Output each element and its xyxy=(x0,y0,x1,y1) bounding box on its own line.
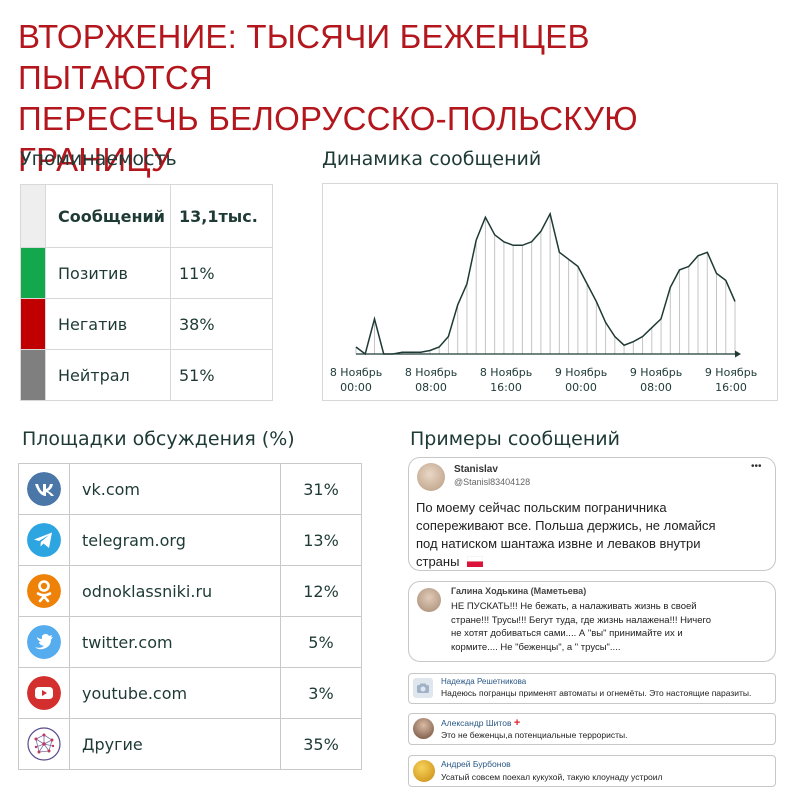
red-cross-icon: + xyxy=(513,717,521,729)
platform-percent: 12% xyxy=(280,565,362,617)
youtube-icon xyxy=(27,676,61,710)
x-tick-label: 9 Ноябрь 16:00 xyxy=(704,366,758,394)
avatar xyxy=(417,588,441,612)
examples-heading: Примеры сообщений xyxy=(410,428,620,450)
tweet-author: Stanislav xyxy=(454,464,498,475)
negative-swatch xyxy=(20,298,46,350)
title-line-2: ПЕРЕСЕЧЬ БЕЛОРУССКО-ПОЛЬСКУЮ ГРАНИЦУ xyxy=(18,100,638,178)
tweet-line: По моему сейчас польским пограничника xyxy=(416,500,667,515)
platform-name: odnoklassniki.ru xyxy=(69,565,281,617)
comment-line: НЕ ПУСКАТЬ!!! Не бежать, а налаживать жи… xyxy=(451,601,697,612)
neutral-value: 51% xyxy=(170,349,273,401)
platform-name: twitter.com xyxy=(69,616,281,668)
neutral-swatch xyxy=(20,349,46,401)
comment-line: кормите.... Не "беженцы", а " трусы".... xyxy=(451,641,621,653)
odnoklassniki-icon xyxy=(27,574,61,608)
more-icon[interactable]: ••• xyxy=(751,461,762,472)
tweet-line: страны xyxy=(416,553,771,571)
page-title: ВТОРЖЕНИЕ: ТЫСЯЧИ БЕЖЕНЦЕВ ПЫТАЮТСЯ ПЕРЕ… xyxy=(18,16,778,180)
x-tick-label: 9 Ноябрь 00:00 xyxy=(554,366,608,394)
negative-value: 38% xyxy=(170,298,273,350)
mentions-table: Сообщений 13,1тыс. Позитив 11% Негатив 3… xyxy=(20,184,273,401)
tweet-text: По моему сейчас польским пограничника со… xyxy=(416,499,771,571)
platform-percent: 35% xyxy=(280,718,362,770)
x-tick-label: 8 Ноябрь 00:00 xyxy=(329,366,383,394)
platform-row-other: Другие 35% xyxy=(18,718,362,770)
header-swatch xyxy=(20,184,46,248)
comment-card[interactable]: Галина Ходькина (Маметьева) НЕ ПУСКАТЬ!!… xyxy=(408,581,776,662)
title-line-1: ВТОРЖЕНИЕ: ТЫСЯЧИ БЕЖЕНЦЕВ ПЫТАЮТСЯ xyxy=(18,18,590,96)
platform-row-telegram: telegram.org 13% xyxy=(18,514,362,566)
platform-percent: 5% xyxy=(280,616,362,668)
comment-card[interactable]: Надежда Решетникова Надеюсь погранцы при… xyxy=(408,673,776,704)
comment-author: Галина Ходькина (Маметьева) xyxy=(451,586,587,596)
chart-frame xyxy=(322,183,778,401)
poland-flag-icon xyxy=(466,555,484,567)
vk-icon xyxy=(27,472,61,506)
tweet-line: сопереживают все. Польша держись, не лом… xyxy=(416,518,716,533)
comment-text: Усатый совсем поехал кукухой, такую клоу… xyxy=(441,772,663,782)
mentions-row-negative: Негатив 38% xyxy=(20,298,273,350)
messages-value: 13,1тыс. xyxy=(170,184,273,248)
avatar xyxy=(413,718,434,739)
comment-author: Андрей Бурбонов xyxy=(441,759,511,769)
platform-name: telegram.org xyxy=(69,514,281,566)
tweet-card[interactable]: Stanislav @Stanisl83404128 ••• По моему … xyxy=(408,457,776,571)
comment-card[interactable]: Андрей Бурбонов Усатый совсем поехал кук… xyxy=(408,755,776,787)
platform-name: youtube.com xyxy=(69,667,281,719)
positive-value: 11% xyxy=(170,247,273,299)
negative-label: Негатив xyxy=(45,298,171,350)
platform-percent: 31% xyxy=(280,463,362,515)
camera-icon xyxy=(413,678,433,698)
platform-row-vk: vk.com 31% xyxy=(18,463,362,515)
platform-percent: 13% xyxy=(280,514,362,566)
positive-label: Позитив xyxy=(45,247,171,299)
platform-name: vk.com xyxy=(69,463,281,515)
comment-card[interactable]: Александр Шитов + Это не беженцы,а потен… xyxy=(408,713,776,745)
mentions-row-neutral: Нейтрал 51% xyxy=(20,349,273,401)
messages-label: Сообщений xyxy=(45,184,171,248)
comment-author: Александр Шитов + xyxy=(441,717,521,729)
tweet-handle: @Stanisl83404128 xyxy=(454,477,531,487)
mentions-row-positive: Позитив 11% xyxy=(20,247,273,299)
platform-row-twitter: twitter.com 5% xyxy=(18,616,362,668)
avatar xyxy=(413,760,435,782)
mentions-heading: Упоминаемость xyxy=(20,148,177,170)
avatar xyxy=(417,463,445,491)
dynamics-heading: Динамика сообщений xyxy=(322,148,542,170)
neutral-label: Нейтрал xyxy=(45,349,171,401)
comment-line: стране!!! Трусы!!! Бегут туда, где жизнь… xyxy=(451,614,712,626)
platforms-table: vk.com 31% telegram.org 13% odnoklassnik… xyxy=(18,463,362,770)
x-tick-label: 8 Ноябрь 16:00 xyxy=(479,366,533,394)
mentions-header-row: Сообщений 13,1тыс. xyxy=(20,184,273,248)
comment-line: не хотят добиваться сами.... А "вы" прин… xyxy=(451,628,683,639)
tweet-line: под натиском шантажа извне и леваков вну… xyxy=(416,536,701,551)
x-tick-label: 9 Ноябрь 08:00 xyxy=(629,366,683,394)
telegram-icon xyxy=(27,523,61,557)
platforms-heading: Площадки обсуждения (%) xyxy=(22,428,295,450)
platform-row-odnoklassniki: odnoklassniki.ru 12% xyxy=(18,565,362,617)
platform-name: Другие xyxy=(69,718,281,770)
network-icon xyxy=(27,727,61,761)
platform-row-youtube: youtube.com 3% xyxy=(18,667,362,719)
comment-text: Надеюсь погранцы применят автоматы и огн… xyxy=(441,688,752,698)
comment-text: Это не беженцы,а потенциальные террорист… xyxy=(441,730,628,740)
platform-percent: 3% xyxy=(280,667,362,719)
x-tick-label: 8 Ноябрь 08:00 xyxy=(404,366,458,394)
positive-swatch xyxy=(20,247,46,299)
comment-text: НЕ ПУСКАТЬ!!! Не бежать, а налаживать жи… xyxy=(451,600,771,654)
twitter-icon xyxy=(27,625,61,659)
comment-author: Надежда Решетникова xyxy=(441,677,527,686)
